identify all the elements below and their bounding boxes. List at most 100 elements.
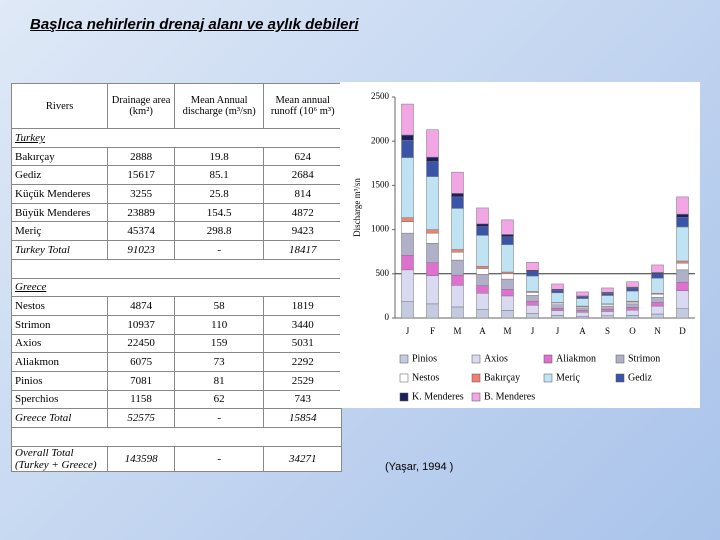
x-tick-label: J <box>556 326 560 336</box>
bar-segment <box>501 236 514 245</box>
bar-segment <box>451 193 464 198</box>
table-cell: 7081 <box>107 370 175 391</box>
bar-segment <box>476 226 489 236</box>
table-row: Axios 22450 159 5031 <box>10 333 342 354</box>
bar-segment <box>451 196 464 209</box>
bar-segment <box>676 213 689 218</box>
bar-segment <box>401 217 414 222</box>
bar-segment <box>576 307 589 311</box>
bar-segment <box>451 259 464 276</box>
y-tick-label: 2500 <box>371 91 390 101</box>
x-tick-label: A <box>579 326 586 336</box>
bar-segment <box>476 223 489 227</box>
legend-swatch <box>471 373 481 383</box>
bar-segment <box>576 298 589 307</box>
river-name: Bakırçay <box>10 146 109 167</box>
table-row: Gediz 15617 85.1 2684 <box>10 165 342 186</box>
table-cell: 62 <box>173 389 265 410</box>
legend-label: Meriç <box>556 372 580 383</box>
table-cell: 81 <box>173 370 265 391</box>
x-tick-label: N <box>654 326 661 336</box>
bar-segment <box>526 300 539 306</box>
bar-segment <box>676 196 689 215</box>
bar-segment <box>501 278 514 290</box>
bar-segment <box>551 308 564 311</box>
bar-segment <box>576 312 589 317</box>
table-cell: 4874 <box>107 296 175 316</box>
bar-segment <box>426 262 439 276</box>
table-cell: - <box>173 445 265 472</box>
legend-label: Nestos <box>412 372 439 383</box>
bar-segment <box>551 304 564 309</box>
bar-segment <box>551 283 564 290</box>
river-name: Strimon <box>10 314 109 335</box>
empty-cell <box>11 427 342 447</box>
bar-segment <box>526 262 539 271</box>
y-tick-label: 500 <box>376 268 390 278</box>
section-header: Turkey <box>11 128 342 148</box>
table-row: Küçük Menderes 3255 25.8 814 <box>10 184 342 204</box>
bar-segment <box>601 287 614 293</box>
header-row: Rivers Drainage area (km²) Mean Annual dis… <box>10 83 342 129</box>
table-row: Meriç 45374 298.8 9423 <box>10 221 342 242</box>
bar-segment <box>576 291 589 297</box>
legend-label: Aliakmon <box>556 353 596 364</box>
bar-segment <box>426 243 439 264</box>
bar-segment <box>626 301 639 305</box>
table-cell: 9423 <box>263 221 342 242</box>
bar-segment <box>476 292 489 310</box>
bar-segment <box>401 269 414 302</box>
river-name: Gediz <box>10 165 109 186</box>
bar-segment <box>551 292 564 303</box>
table-cell: 814 <box>263 184 342 204</box>
table-cell: 91023 <box>107 240 175 260</box>
table-cell: 34271 <box>263 445 342 472</box>
table-cell: 2684 <box>263 165 342 186</box>
bar-segment <box>401 157 414 218</box>
table-row: Sperchios 1158 62 743 <box>10 389 342 410</box>
table-cell: 73 <box>173 352 265 372</box>
table-row: Overall Total (Turkey + Greece) 143598-34… <box>10 445 342 472</box>
column-header: Rivers <box>10 83 109 129</box>
bar-segment <box>676 216 689 228</box>
column-header: Mean Annual discharge (m³/sn) <box>173 83 265 129</box>
legend-swatch <box>543 354 553 364</box>
table-cell: 143598 <box>107 445 175 472</box>
table-cell: 6075 <box>107 352 175 372</box>
table-cell: 10937 <box>107 314 175 335</box>
river-name: Küçük Menderes <box>10 184 109 204</box>
table-cell: - <box>173 240 265 260</box>
river-name: Overall Total (Turkey + Greece) <box>10 445 109 472</box>
empty-cell <box>11 258 342 279</box>
bar-segment <box>651 273 664 279</box>
table-row: Pinios 7081 81 2529 <box>10 370 342 391</box>
bar-segment <box>501 234 514 237</box>
bar-segment <box>626 290 639 302</box>
legend-swatch <box>399 354 409 364</box>
table-cell: 2529 <box>263 370 342 391</box>
bar-segment <box>626 281 639 288</box>
bar-segment <box>451 208 464 250</box>
bar-segment <box>601 292 614 296</box>
bar-segment <box>451 274 464 286</box>
table-cell: 45374 <box>107 221 175 242</box>
y-tick-label: 0 <box>385 312 390 322</box>
table-row: Büyük Menderes 23889 154.5 4872 <box>10 202 342 223</box>
table-cell: 159 <box>173 333 265 354</box>
slide-title: Başlıca nehirlerin drenaj alanı ve aylık… <box>30 16 359 33</box>
bar-segment <box>451 249 464 253</box>
table-cell: 58 <box>173 296 265 316</box>
legend-label: B. Menderes <box>484 391 535 402</box>
y-tick-label: 1000 <box>371 224 390 234</box>
bar-segment <box>501 295 514 311</box>
x-tick-label: S <box>605 326 610 336</box>
bar-segment <box>501 289 514 297</box>
legend-swatch <box>399 392 409 402</box>
bar-segment <box>676 290 689 309</box>
bar-segment <box>451 171 464 194</box>
river-table: Rivers Drainage area (km²) Mean Annual dis… <box>10 83 342 472</box>
bar-segment <box>651 296 664 303</box>
table-cell: 2888 <box>107 146 175 167</box>
table-row <box>11 258 342 279</box>
